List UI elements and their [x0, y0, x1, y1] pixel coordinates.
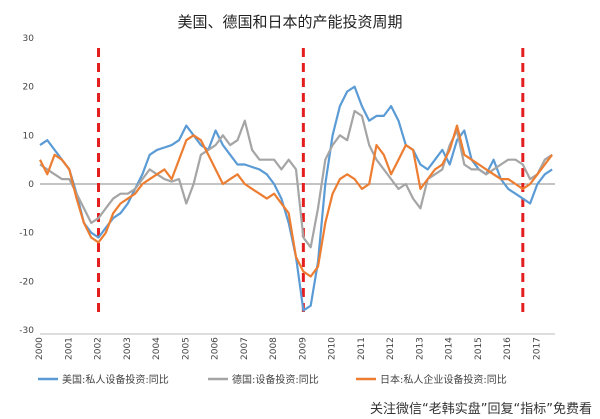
y-axis: 30 20 10 0 -10 -20 -30: [19, 34, 34, 336]
x-tick-label: 2006: [211, 337, 221, 360]
y-tick-label: 0: [28, 180, 34, 190]
y-tick-label: 20: [23, 83, 35, 93]
legend-label: 德国:设备投资:同比: [232, 373, 319, 386]
x-tick-label: 2000: [35, 337, 45, 360]
watermark-bar: [0, 394, 600, 419]
y-tick-label: 30: [23, 34, 35, 44]
x-tick-label: 2003: [123, 337, 133, 360]
x-tick-label: 2005: [181, 337, 191, 360]
x-tick-label: 2014: [445, 337, 455, 360]
legend-label: 美国:私人设备投资:同比: [62, 373, 169, 386]
series-line: [39, 124, 553, 278]
x-tick-label: 2004: [152, 337, 162, 360]
x-tick-label: 2017: [532, 337, 542, 360]
x-tick-label: 2002: [94, 337, 104, 360]
y-tick-label: -10: [19, 229, 34, 239]
series-line: [39, 109, 553, 249]
y-tick-label: -20: [19, 277, 34, 287]
x-tick-label: 2011: [357, 337, 367, 360]
chart-title: 美国、德国和日本的产能投资周期: [177, 13, 402, 31]
watermark-text: 关注微信“老韩实盘”回复“指标”免费看: [370, 402, 592, 417]
y-tick-label: 10: [23, 131, 35, 141]
legend-label: 日本:私人企业设备投资:同比: [380, 373, 507, 386]
series-line: [39, 85, 553, 312]
x-tick-label: 2012: [386, 337, 396, 360]
legend: 美国:私人设备投资:同比 德国:设备投资:同比 日本:私人企业设备投资:同比: [38, 373, 507, 386]
x-tick-label: 2007: [240, 337, 250, 360]
series-lines: [39, 85, 553, 312]
x-tick-label: 2001: [64, 337, 74, 360]
x-tick-label: 2016: [503, 337, 513, 360]
x-tick-label: 2015: [474, 337, 484, 360]
event-markers: [97, 48, 525, 318]
x-tick-label: 2009: [298, 337, 308, 360]
x-tick-label: 2008: [269, 337, 279, 360]
x-tick-label: 2013: [415, 337, 425, 360]
y-tick-label: -30: [19, 326, 34, 336]
x-axis: 2000 2001 2002 2003 2004 2005 2006 2007 2008 2009…: [35, 183, 555, 360]
x-tick-label: 2010: [328, 337, 338, 360]
